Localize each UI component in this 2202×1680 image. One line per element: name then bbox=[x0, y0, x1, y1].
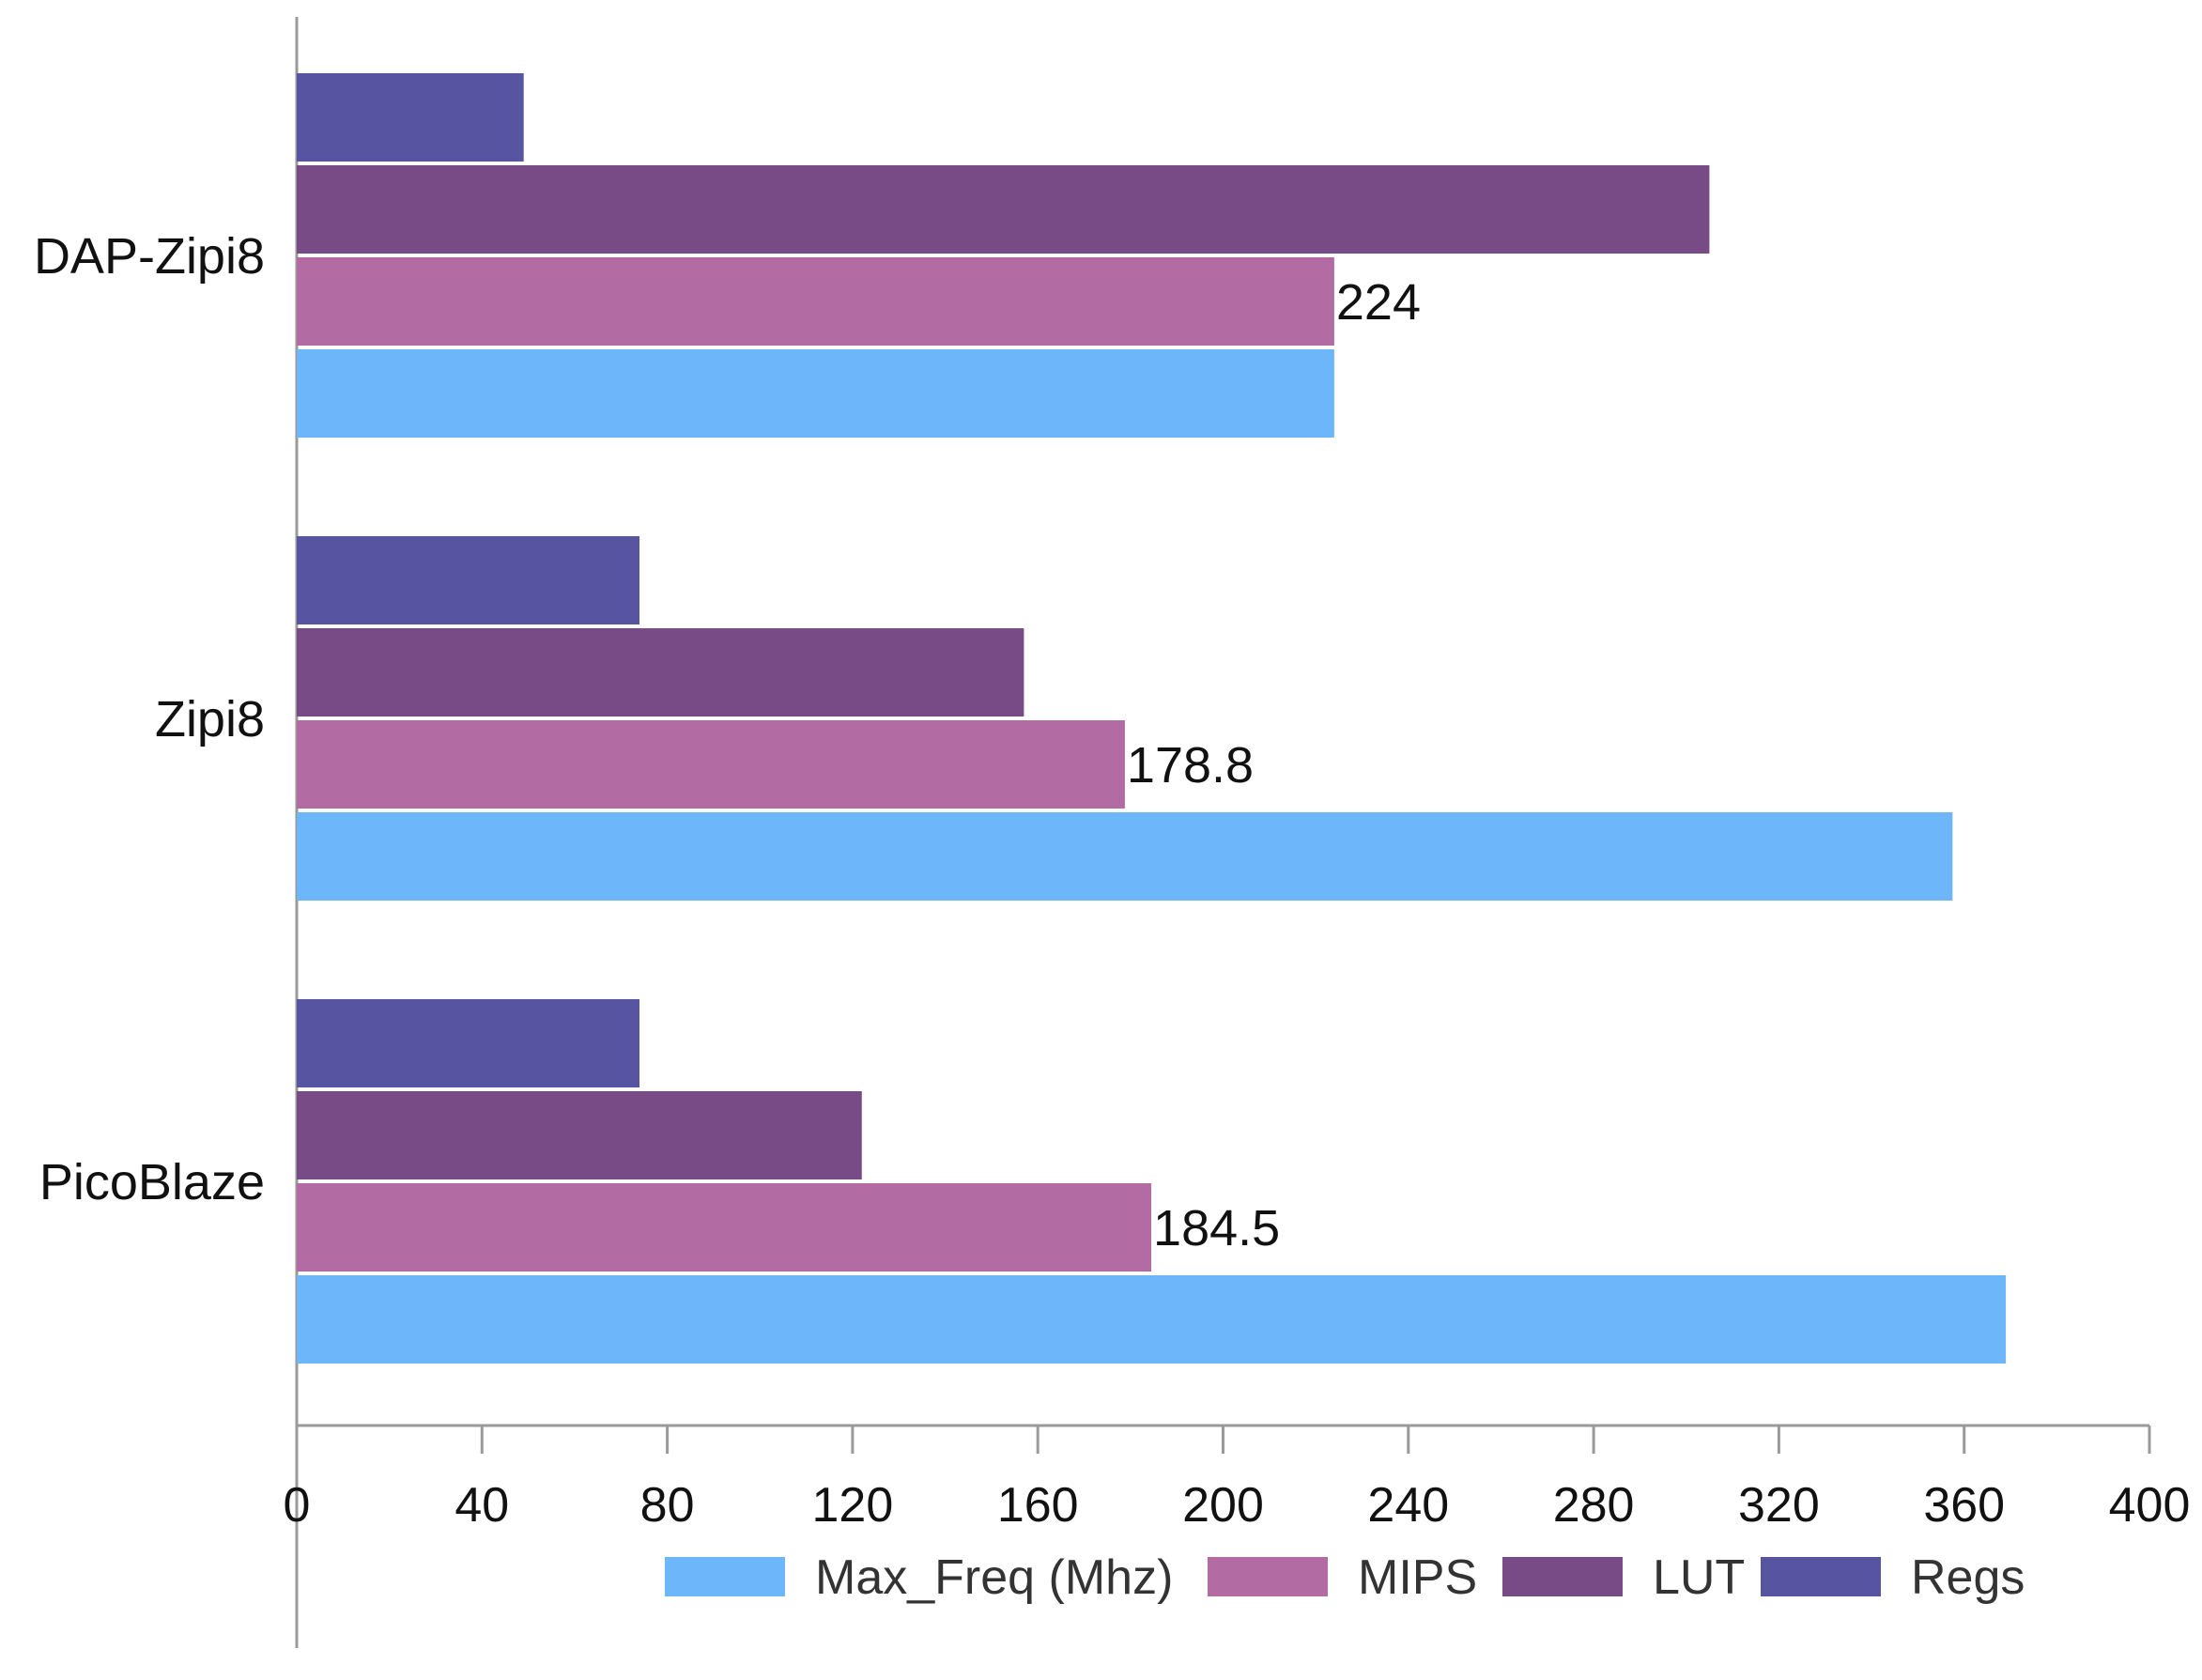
legend-label-lut: LUT bbox=[1653, 1550, 1745, 1605]
legend-label-regs: Regs bbox=[1911, 1550, 2025, 1605]
x-tick-label-120: 120 bbox=[812, 1478, 894, 1533]
x-tick-label-280: 280 bbox=[1553, 1478, 1635, 1533]
legend-swatch-lut bbox=[1502, 1557, 1623, 1596]
x-tick-label-240: 240 bbox=[1367, 1478, 1449, 1533]
bar-zipi8-mips bbox=[297, 720, 1125, 809]
x-tick-label-80: 80 bbox=[640, 1478, 695, 1533]
legend: Max_Freq (Mhz) MIPS LUT Regs bbox=[665, 1550, 2025, 1605]
bar-dap-zipi8-lut bbox=[297, 165, 1710, 254]
legend-swatch-max-freq-mhz bbox=[665, 1557, 785, 1596]
data-label-zipi8-mips: 178.8 bbox=[1127, 737, 1254, 794]
category-label-picoblaze: PicoBlaze bbox=[39, 1154, 265, 1210]
category-label-zipi8: Zipi8 bbox=[155, 691, 265, 748]
axis-layer: 0 40 80 120 160 200 240 280 320 360 400 bbox=[284, 17, 2191, 1648]
x-tick-label-320: 320 bbox=[1738, 1478, 1820, 1533]
x-tick-label-400: 400 bbox=[2109, 1478, 2191, 1533]
bar-dap-zipi8-regs bbox=[297, 73, 524, 162]
x-tick-label-40: 40 bbox=[454, 1478, 509, 1533]
data-label-picoblaze-mips: 184.5 bbox=[1153, 1200, 1280, 1256]
bar-dap-zipi8-mips bbox=[297, 257, 1334, 346]
bars-layer bbox=[297, 73, 2007, 1364]
bar-picoblaze-lut bbox=[297, 1091, 862, 1179]
labels-layer: 224 DAP-Zipi8 178.8 Zipi8 184.5 PicoBlaze bbox=[34, 228, 1421, 1256]
x-tick-label-200: 200 bbox=[1182, 1478, 1264, 1533]
legend-swatch-regs bbox=[1761, 1557, 1881, 1596]
data-label-dap-zipi8-mips: 224 bbox=[1336, 274, 1421, 331]
legend-swatch-mips bbox=[1208, 1557, 1328, 1596]
bar-zipi8-regs bbox=[297, 536, 640, 624]
category-label-dap-zipi8: DAP-Zipi8 bbox=[34, 228, 265, 285]
x-tick-label-360: 360 bbox=[1923, 1478, 2005, 1533]
x-tick-label-160: 160 bbox=[997, 1478, 1079, 1533]
legend-label-mips: MIPS bbox=[1358, 1550, 1477, 1605]
bar-picoblaze-mips bbox=[297, 1183, 1152, 1272]
x-tick-label-0: 0 bbox=[284, 1478, 311, 1533]
bar-zipi8-max-freq-mhz bbox=[297, 812, 1953, 901]
bar-dap-zipi8-max-freq-mhz bbox=[297, 349, 1334, 438]
bar-picoblaze-regs bbox=[297, 999, 640, 1087]
bar-zipi8-lut bbox=[297, 628, 1024, 717]
bar-picoblaze-max-freq-mhz bbox=[297, 1275, 2007, 1364]
legend-label-max-freq-mhz: Max_Freq (Mhz) bbox=[815, 1550, 1173, 1605]
